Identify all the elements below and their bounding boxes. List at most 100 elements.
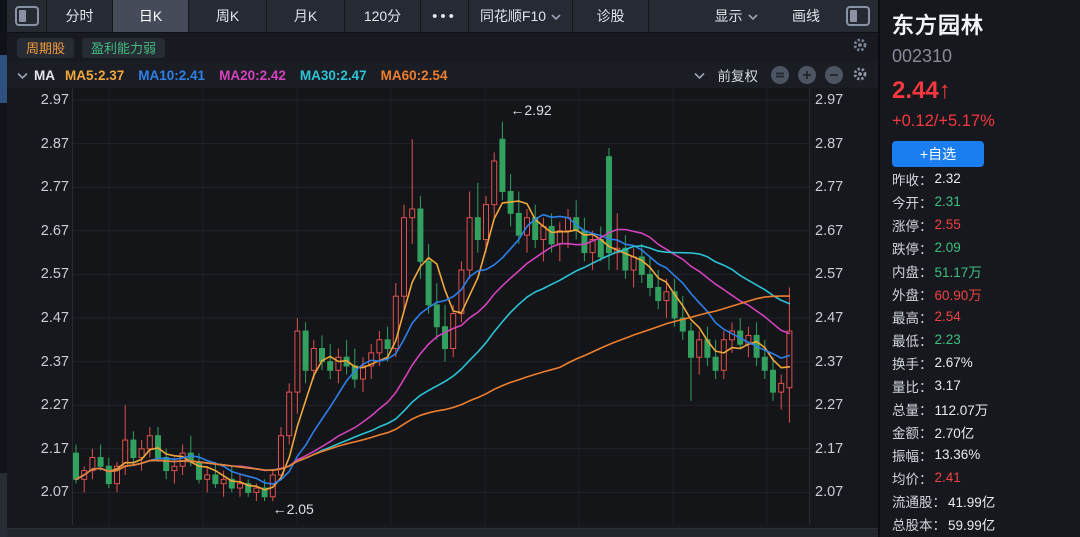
candle-down bbox=[433, 304, 440, 328]
panel-toggle-icon bbox=[846, 6, 870, 26]
candle-down bbox=[671, 291, 678, 319]
ma-legend-item-1: MA10:2.41 bbox=[138, 67, 206, 83]
more-periods-button[interactable]: ••• bbox=[421, 0, 469, 32]
candlestick-chart-area: ←2.92 ←2.05 2.97 2.87 2.77 2.67 2.57 2.47 2.37 2… bbox=[7, 88, 878, 528]
stat-label: 昨收： bbox=[892, 172, 933, 188]
candle-up bbox=[450, 313, 457, 350]
add-watchlist-button[interactable]: +自选 bbox=[892, 141, 984, 167]
diagnose-stock-button[interactable]: 诊股 bbox=[573, 0, 649, 32]
draw-line-button[interactable]: 画线 bbox=[774, 0, 838, 32]
chevron-down-icon[interactable] bbox=[17, 68, 28, 83]
candle-down bbox=[638, 256, 645, 275]
y-axis-tick: 2.37 bbox=[815, 354, 844, 370]
stat-label: 换手： bbox=[892, 356, 933, 372]
candle-up bbox=[269, 474, 276, 498]
chevron-down-icon bbox=[551, 8, 561, 24]
candle-down bbox=[655, 286, 662, 302]
candle-down bbox=[384, 339, 391, 350]
tab-period-2[interactable]: 周K bbox=[189, 0, 267, 32]
tab-period-4[interactable]: 120分 bbox=[345, 0, 421, 32]
y-axis-tick: 2.17 bbox=[815, 441, 844, 457]
stat-value: 2.23 bbox=[934, 332, 961, 347]
candle-up bbox=[335, 356, 342, 371]
y-axis-tick: 2.37 bbox=[40, 354, 69, 370]
stat-value: 2.54 bbox=[934, 309, 961, 324]
tag-cyclical-stock[interactable]: 周期股 bbox=[17, 37, 75, 58]
minus-icon bbox=[830, 74, 838, 76]
ma-line-60 bbox=[75, 295, 791, 481]
candle-down bbox=[679, 317, 686, 332]
stat-row: 昨收： 2.32 bbox=[892, 167, 1080, 190]
stat-row: 跌停： 2.09 bbox=[892, 236, 1080, 259]
price-annotation-0: ←2.92 bbox=[510, 102, 551, 118]
zoom-out-button[interactable] bbox=[825, 66, 843, 84]
stock-code: 002310 bbox=[892, 46, 953, 66]
right-panel-toggle-button[interactable] bbox=[838, 0, 878, 32]
left-edge-scroll-track bbox=[0, 473, 7, 537]
candle-down bbox=[105, 465, 112, 485]
candle-down bbox=[770, 369, 776, 393]
indicator-bar: MA MA5:2.37 MA10:2.41 MA20:2.42 MA30:2.47 MA… bbox=[7, 62, 878, 88]
tag-settings-button[interactable] bbox=[852, 37, 868, 58]
candle-up bbox=[556, 230, 563, 245]
gear-icon bbox=[853, 67, 867, 80]
candle-down bbox=[130, 439, 137, 459]
candle-up bbox=[483, 204, 489, 241]
candle-up bbox=[466, 217, 473, 271]
y-axis-tick: 2.97 bbox=[40, 92, 69, 108]
display-dropdown[interactable]: 显示 bbox=[698, 0, 774, 32]
y-axis-tick: 2.57 bbox=[40, 266, 69, 282]
y-axis-tick: 2.57 bbox=[815, 266, 844, 282]
tab-period-0[interactable]: 分时 bbox=[47, 0, 113, 32]
period-toolbar: 分时 日K 周K 月K 120分 ••• 同花顺F10 诊股 显示 画线 bbox=[7, 0, 878, 33]
candle-up bbox=[589, 239, 596, 254]
stat-value: 2.55 bbox=[934, 217, 961, 232]
stat-row: 外盘： 60.90万 bbox=[892, 282, 1080, 305]
indicator-name[interactable]: MA bbox=[34, 67, 55, 83]
candle-down bbox=[97, 457, 104, 467]
candle-up bbox=[89, 457, 96, 472]
candle-down bbox=[606, 156, 612, 254]
adjust-mode-selector[interactable]: 前复权 bbox=[717, 69, 759, 84]
ma-line-10 bbox=[75, 213, 791, 485]
stat-label: 内盘： bbox=[892, 264, 933, 280]
candlestick-chart[interactable]: ←2.92 ←2.05 bbox=[72, 88, 810, 525]
sidebar-toggle-button[interactable] bbox=[7, 0, 47, 32]
add-watchlist-label: +自选 bbox=[919, 146, 957, 162]
y-axis-tick: 2.87 bbox=[40, 136, 69, 152]
chevron-down-icon bbox=[747, 8, 758, 24]
stat-value: 2.32 bbox=[934, 171, 961, 186]
chevron-down-icon[interactable] bbox=[693, 68, 705, 83]
f10-button[interactable]: 同花顺F10 bbox=[469, 0, 573, 32]
tag-weak-profitability[interactable]: 盈利能力弱 bbox=[82, 37, 166, 58]
candle-down bbox=[228, 478, 235, 489]
candle-down bbox=[327, 361, 334, 371]
stat-label: 总量： bbox=[892, 402, 933, 418]
y-axis-tick: 2.77 bbox=[40, 179, 69, 195]
period-tabs: 分时 日K 周K 月K 120分 bbox=[47, 0, 421, 32]
candle-down bbox=[712, 356, 719, 371]
stat-row: 最高： 2.54 bbox=[892, 305, 1080, 328]
candle-up bbox=[171, 465, 178, 472]
display-label: 显示 bbox=[714, 8, 743, 24]
left-edge-scroll-indicator bbox=[0, 55, 7, 103]
stat-label: 跌停： bbox=[892, 241, 933, 257]
candle-up bbox=[146, 435, 153, 450]
tab-period-1[interactable]: 日K bbox=[113, 0, 189, 32]
candle-down bbox=[688, 330, 694, 358]
candle-down bbox=[622, 247, 629, 271]
y-axis-tick: 2.27 bbox=[815, 397, 844, 413]
candle-up bbox=[630, 256, 637, 271]
zoom-in-button[interactable] bbox=[798, 66, 816, 84]
stat-label: 总股本： bbox=[892, 517, 946, 533]
tab-period-3[interactable]: 月K bbox=[267, 0, 345, 32]
stat-row: 总股本： 59.99亿 bbox=[892, 512, 1080, 535]
candle-down bbox=[212, 474, 219, 485]
chart-settings-button[interactable] bbox=[852, 66, 868, 85]
stat-row: 振幅： 13.36% bbox=[892, 443, 1080, 466]
candle-down bbox=[761, 356, 768, 371]
candle-up bbox=[253, 487, 260, 493]
candle-down bbox=[425, 260, 432, 306]
indicator-list-button[interactable] bbox=[771, 66, 789, 84]
stat-label: 涨停： bbox=[892, 218, 933, 234]
